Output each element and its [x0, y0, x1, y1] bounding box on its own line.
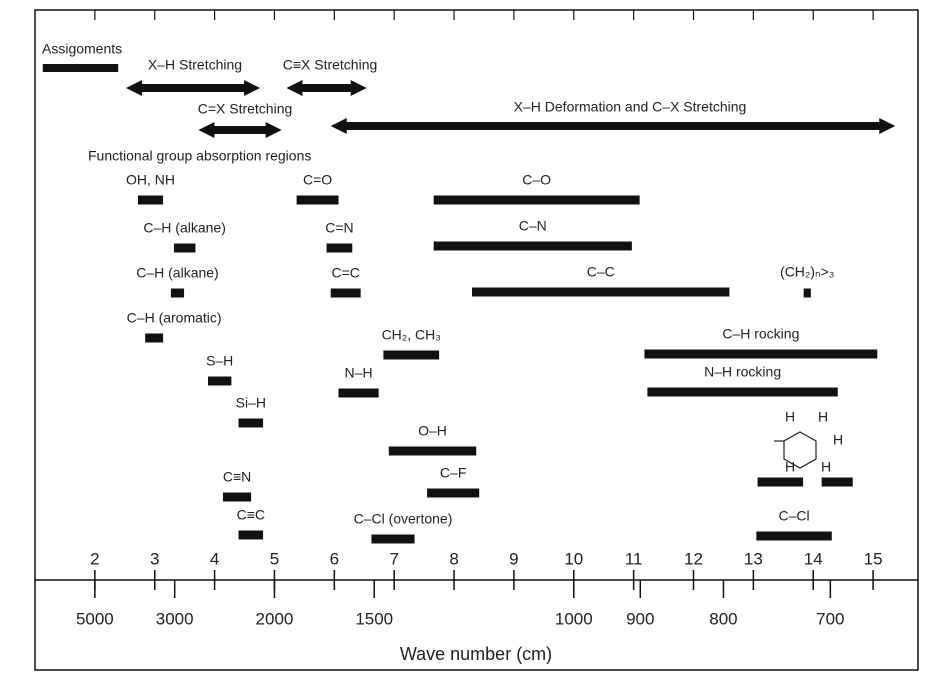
- absorption-bar: [427, 488, 480, 498]
- absorption-bar: [296, 195, 339, 205]
- double-arrow: [125, 80, 261, 96]
- x2-tick-label: 700: [816, 609, 844, 628]
- ring-atom: H: [833, 432, 843, 448]
- x-tick-label: 14: [804, 549, 823, 568]
- bar-label: C=N: [325, 220, 353, 236]
- bar-label: (CH₂)ₙ>₃: [780, 264, 834, 280]
- absorption-bar: [433, 241, 632, 251]
- ring-atom: H: [821, 459, 831, 475]
- ring-atom: H: [785, 459, 795, 475]
- absorption-bar: [647, 387, 838, 397]
- x-tick-label: 12: [684, 549, 703, 568]
- absorption-bar: [137, 195, 164, 205]
- section-title: Functional group absorption regions: [88, 148, 311, 164]
- absorption-bar: [388, 446, 477, 456]
- absorption-bar: [326, 243, 353, 253]
- absorption-bar: [383, 350, 440, 360]
- x-tick-label: 6: [330, 549, 339, 568]
- bar-label: CH₂, CH₃: [382, 327, 441, 343]
- x-tick-label: 13: [744, 549, 763, 568]
- x2-tick-label: 2000: [256, 609, 294, 628]
- x-tick-label: 9: [509, 549, 518, 568]
- absorption-bar: [238, 418, 264, 428]
- absorption-bar: [208, 376, 232, 386]
- bar-label: C=O: [303, 172, 332, 188]
- x2-tick-label: 1500: [355, 609, 393, 628]
- x-tick-label: 5: [270, 549, 279, 568]
- bar-label: N–H rocking: [704, 364, 781, 380]
- x-tick-label: 11: [625, 549, 643, 568]
- bar-label: C–Cl: [779, 508, 810, 524]
- x2-tick-label: 800: [709, 609, 737, 628]
- x2-tick-label: 5000: [76, 609, 114, 628]
- absorption-bar: [756, 531, 832, 541]
- assignment-bar: [42, 64, 119, 72]
- x-tick-label: 7: [389, 549, 398, 568]
- absorption-bar: [238, 530, 264, 540]
- bar-label: C–H (alkane): [143, 220, 225, 236]
- bar-label: C–H rocking: [722, 326, 799, 342]
- x2-tick-label: 900: [626, 609, 654, 628]
- benzene-ring: [774, 431, 817, 469]
- bar-label: N–H: [345, 365, 373, 381]
- x-tick-label: 8: [449, 549, 458, 568]
- arrow-label: C=X Stretching: [198, 101, 293, 117]
- absorption-bar: [330, 288, 361, 298]
- bar-label: OH, NH: [126, 172, 175, 188]
- arrow-label: C≡X Stretching: [283, 57, 378, 73]
- x-tick-label: 15: [864, 549, 883, 568]
- bar-label: C–H (aromatic): [127, 310, 222, 326]
- assignments-title: Assigoments: [42, 41, 122, 57]
- bar-label: C≡N: [223, 469, 251, 485]
- absorption-bar: [222, 492, 252, 502]
- absorption-bar: [338, 388, 379, 398]
- absorption-bar: [433, 195, 640, 205]
- bar-label: C–C: [587, 264, 615, 280]
- bar-label: C=C: [331, 265, 359, 281]
- bar-label: C–N: [519, 218, 547, 234]
- x-tick-label: 4: [210, 549, 219, 568]
- x-tick-label: 3: [150, 549, 159, 568]
- ring-atom: H: [818, 409, 828, 425]
- arrow-label: X–H Stretching: [148, 57, 242, 73]
- bar-label: C≡C: [237, 507, 265, 523]
- absorption-bar: [821, 477, 853, 487]
- absorption-bar: [371, 534, 415, 544]
- frame: [34, 9, 919, 671]
- bar-label: C–O: [522, 172, 551, 188]
- absorption-bar: [145, 333, 164, 343]
- x-tick-label: 2: [90, 549, 99, 568]
- double-arrow: [286, 80, 367, 96]
- absorption-bar: [757, 477, 804, 487]
- absorption-bar: [803, 288, 811, 298]
- absorption-bar: [170, 288, 185, 298]
- double-arrow: [198, 122, 282, 138]
- bar-label: C–H (alkane): [136, 265, 218, 281]
- bar-label: S–H: [206, 353, 233, 369]
- bar-label: O–H: [418, 423, 447, 439]
- absorption-bar: [644, 349, 878, 359]
- absorption-bar: [173, 243, 196, 253]
- arrow-label: X–H Deformation and C–X Stretching: [514, 99, 747, 115]
- ring-atom: H: [785, 409, 795, 425]
- x2-tick-label: 3000: [156, 609, 194, 628]
- x-axis-title: Wave number (cm): [400, 644, 552, 664]
- absorption-bar: [472, 287, 730, 297]
- x-tick-label: 10: [564, 549, 583, 568]
- x2-tick-label: 1000: [555, 609, 593, 628]
- bar-label: Si–H: [236, 395, 266, 411]
- bar-label: C–Cl (overtone): [354, 511, 453, 527]
- bar-label: C–F: [440, 465, 466, 481]
- double-arrow: [330, 118, 896, 134]
